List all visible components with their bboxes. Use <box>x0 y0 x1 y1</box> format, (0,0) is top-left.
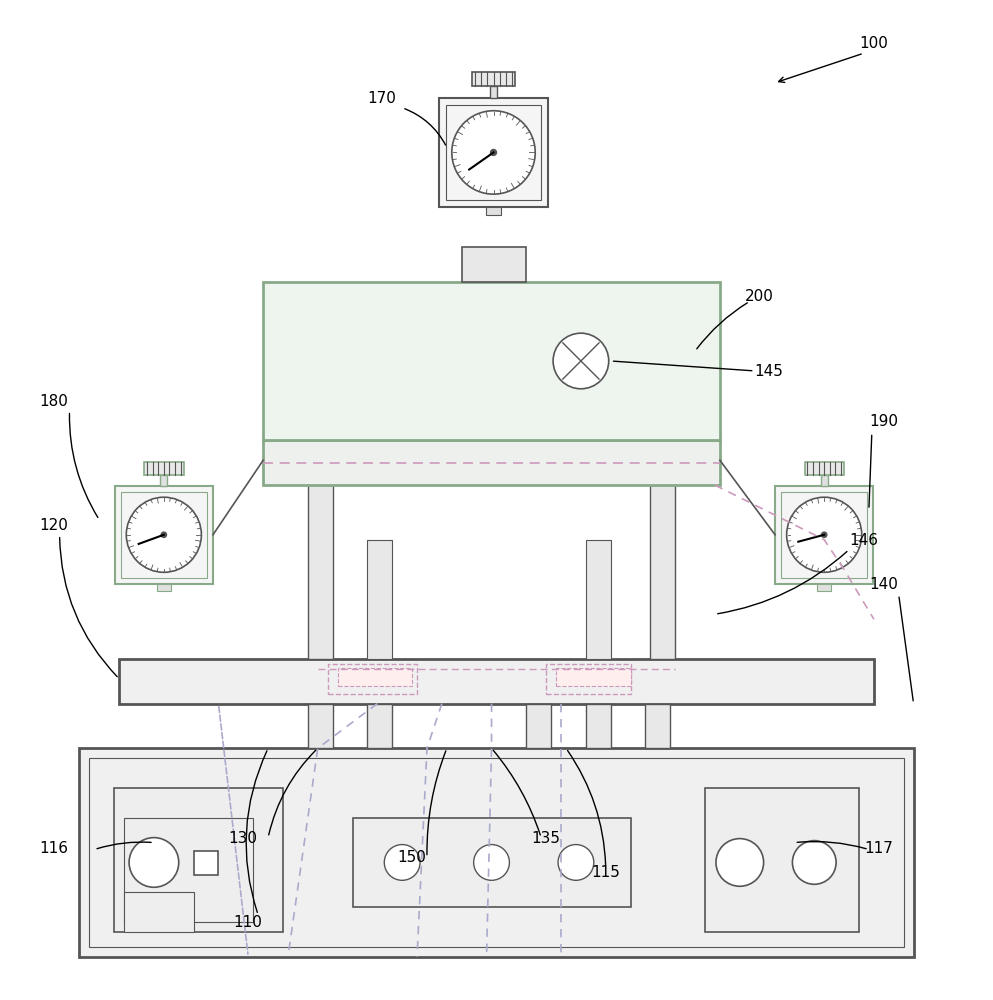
Circle shape <box>792 841 836 884</box>
Bar <box>526 704 551 748</box>
Bar <box>263 440 720 485</box>
Bar <box>157 584 171 591</box>
Circle shape <box>161 532 167 537</box>
Text: 140: 140 <box>869 577 898 592</box>
Circle shape <box>558 845 594 880</box>
Text: 180: 180 <box>40 394 69 409</box>
Bar <box>645 704 670 748</box>
Bar <box>490 86 497 98</box>
Circle shape <box>126 497 202 572</box>
Bar <box>308 485 333 659</box>
Bar <box>124 818 253 922</box>
Bar <box>586 704 611 748</box>
Bar <box>144 462 184 475</box>
Bar <box>338 668 412 686</box>
Text: 150: 150 <box>397 850 426 865</box>
Circle shape <box>474 845 509 880</box>
Bar <box>194 851 218 875</box>
Bar <box>367 704 392 748</box>
Bar <box>705 788 859 932</box>
Text: 130: 130 <box>228 831 257 846</box>
Text: 100: 100 <box>859 36 889 51</box>
Text: 110: 110 <box>233 915 262 930</box>
Bar <box>114 788 283 932</box>
Circle shape <box>553 333 609 389</box>
Text: 200: 200 <box>745 289 774 304</box>
Bar <box>308 704 333 748</box>
Bar <box>119 659 874 704</box>
Circle shape <box>491 149 496 155</box>
Bar <box>650 485 675 659</box>
Bar <box>472 72 515 86</box>
Bar <box>160 475 168 486</box>
Bar <box>804 462 844 475</box>
Bar <box>556 668 631 686</box>
Bar <box>486 207 501 215</box>
Circle shape <box>821 532 827 537</box>
Circle shape <box>129 838 179 887</box>
Bar <box>115 486 213 584</box>
Bar <box>586 540 611 659</box>
Circle shape <box>384 845 420 880</box>
Text: 116: 116 <box>40 841 69 856</box>
Bar <box>263 282 720 440</box>
Bar <box>79 748 914 957</box>
Text: 120: 120 <box>40 518 69 533</box>
Bar <box>446 105 541 200</box>
Bar <box>353 818 631 907</box>
Bar <box>820 475 828 486</box>
Circle shape <box>786 497 862 572</box>
Bar <box>817 584 831 591</box>
Text: 170: 170 <box>367 91 396 106</box>
Text: 190: 190 <box>869 414 898 429</box>
Text: 135: 135 <box>531 831 560 846</box>
Text: 115: 115 <box>591 865 620 880</box>
Bar <box>328 664 417 694</box>
Text: 145: 145 <box>755 364 783 379</box>
Bar <box>89 758 904 947</box>
Circle shape <box>716 839 764 886</box>
Bar <box>121 492 207 578</box>
Bar <box>124 892 194 932</box>
Bar <box>367 540 392 659</box>
Text: 117: 117 <box>864 841 893 856</box>
Text: 146: 146 <box>849 533 878 548</box>
Bar <box>462 247 526 282</box>
Circle shape <box>452 111 535 194</box>
Bar <box>775 486 874 584</box>
Bar <box>781 492 867 578</box>
Bar <box>546 664 631 694</box>
Bar <box>439 98 548 207</box>
